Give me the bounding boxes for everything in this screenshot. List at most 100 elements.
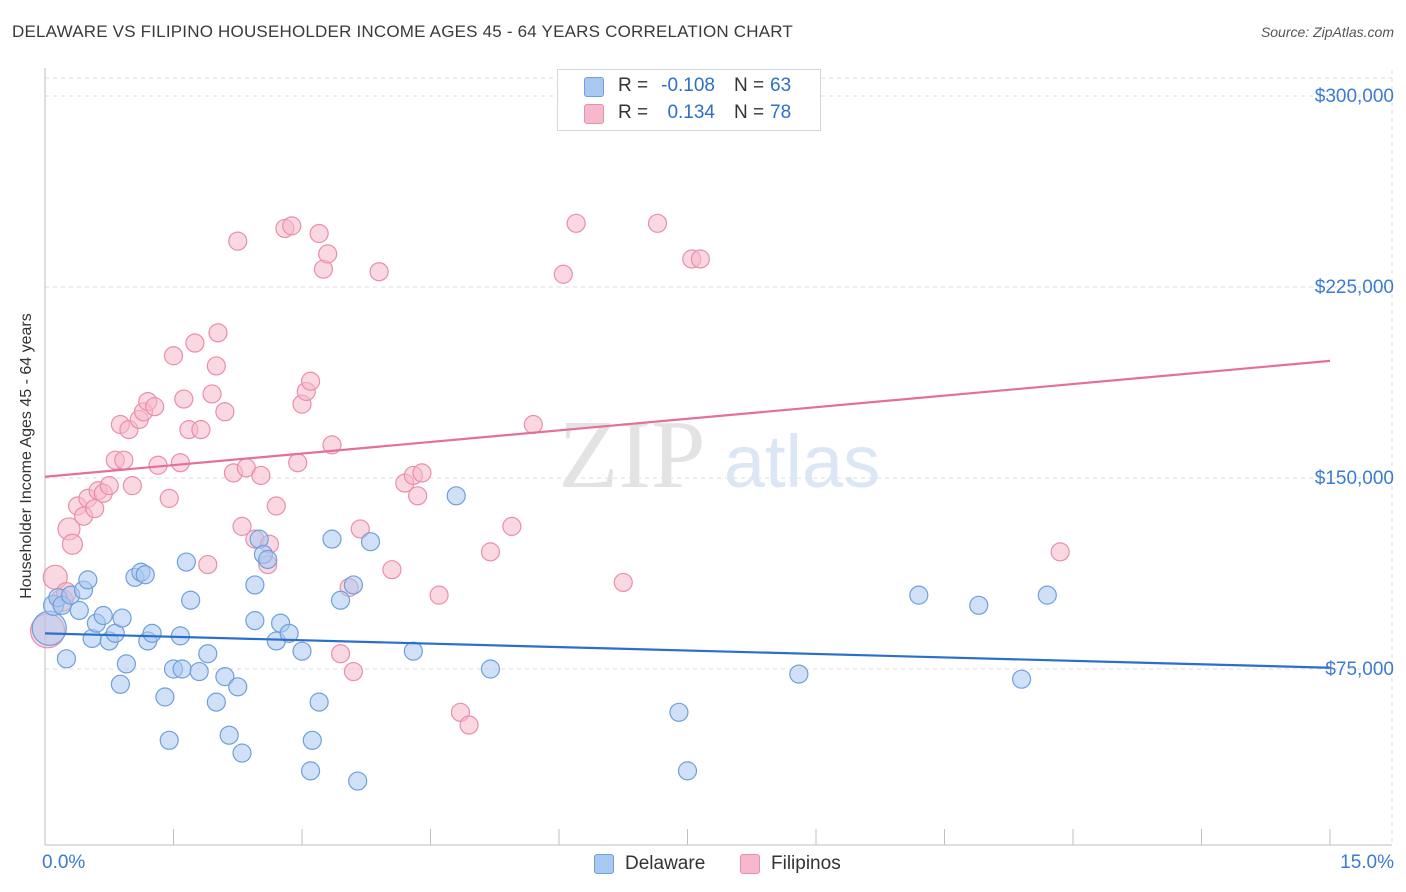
- watermark-atlas: atlas: [724, 420, 880, 503]
- chart-source: Source: ZipAtlas.com: [1260, 24, 1394, 40]
- filipino-point: [202, 384, 222, 404]
- delaware-point: [1037, 585, 1057, 605]
- filipino-point: [429, 585, 449, 605]
- filipino-point: [553, 264, 573, 284]
- filipino-point: [412, 463, 432, 483]
- trend-layer: [44, 359, 1331, 669]
- filipino-point: [122, 476, 142, 496]
- delaware-point: [110, 674, 130, 694]
- filipino-point: [459, 715, 479, 735]
- delaware-point: [279, 623, 299, 643]
- delaware-point: [116, 654, 136, 674]
- delaware-point: [245, 611, 265, 631]
- legend-r-label: R =: [618, 75, 649, 96]
- x-tick-label-max: 15.0%: [1340, 852, 1394, 873]
- filipino-point: [690, 249, 710, 269]
- legend-r-label: R =: [618, 102, 649, 123]
- delaware-point: [215, 667, 235, 687]
- legend-n-label: N =: [734, 75, 765, 96]
- delaware-point: [789, 664, 809, 684]
- legend-swatch-filipinos: [584, 104, 604, 124]
- points-layer: [29, 213, 1070, 791]
- filipino-point: [480, 542, 501, 562]
- delaware-point: [322, 529, 342, 549]
- filipino-point: [61, 533, 84, 555]
- delaware-point: [343, 575, 363, 595]
- bottom-legend-swatch: [740, 854, 760, 874]
- filipino-point: [288, 453, 308, 473]
- filipino-point: [114, 450, 134, 470]
- filipino-point: [566, 213, 586, 233]
- filipino-point: [191, 420, 211, 440]
- delaware-point: [93, 605, 113, 626]
- filipino-point: [523, 414, 543, 435]
- filipino-point: [350, 519, 370, 539]
- filipino-point: [251, 465, 271, 486]
- watermark-zip: ZIP: [559, 401, 706, 509]
- filipino-point: [185, 333, 205, 353]
- y-tick-label: $225,000: [1314, 277, 1394, 298]
- delaware-point: [206, 692, 226, 712]
- filipino-point: [206, 356, 226, 376]
- y-tick-label: $75,000: [1325, 659, 1394, 680]
- delaware-point: [135, 565, 155, 585]
- legend-r-value: 0.134: [667, 102, 715, 123]
- legend-n-value: 63: [770, 75, 792, 96]
- filipino-point: [382, 560, 402, 580]
- delaware-point: [219, 725, 239, 745]
- x-tick-label-min: 0.0%: [42, 852, 86, 873]
- delaware-point: [112, 608, 132, 628]
- delaware-point: [78, 570, 98, 590]
- delaware-point: [142, 623, 162, 643]
- delaware-point: [909, 585, 929, 605]
- delaware-point: [56, 649, 77, 669]
- filipino-point: [198, 554, 218, 575]
- filipino-point: [163, 346, 184, 366]
- bottom-legend-label: Delaware: [625, 853, 706, 874]
- bottom-legend-label: Filipinos: [771, 853, 841, 874]
- bottom-legend-swatch: [594, 854, 614, 874]
- filipino-point: [300, 371, 321, 391]
- filipino-point: [145, 397, 165, 417]
- filipino-point: [613, 572, 633, 593]
- y-axis-label: Householder Income Ages 45 - 64 years: [18, 313, 35, 599]
- filipino-point: [159, 488, 179, 508]
- delaware-point: [172, 659, 192, 679]
- delaware-trend-line: [44, 632, 1331, 669]
- delaware-point: [69, 600, 89, 621]
- delaware-point: [189, 661, 209, 682]
- delaware-point: [446, 486, 466, 506]
- filipino-point: [369, 262, 389, 282]
- delaware-point: [348, 771, 368, 791]
- delaware-point: [1011, 669, 1032, 689]
- delaware-point: [330, 590, 351, 610]
- delaware-point: [300, 761, 321, 781]
- axis-layer: [44, 68, 1392, 846]
- filipino-point: [502, 516, 522, 536]
- filipino-point: [309, 223, 329, 244]
- delaware-point: [403, 641, 423, 661]
- legend-n-value: 78: [770, 102, 792, 123]
- y-tick-label: $150,000: [1314, 468, 1394, 489]
- filipino-point: [99, 476, 119, 496]
- y-tick-label: $300,000: [1314, 86, 1394, 107]
- filipino-point: [408, 486, 428, 506]
- filipino-point: [174, 389, 194, 409]
- delaware-point: [181, 590, 201, 610]
- filipino-point: [1050, 542, 1070, 562]
- filipino-point: [330, 644, 351, 664]
- delaware-point: [309, 692, 329, 712]
- filipino-point: [266, 496, 286, 516]
- filipino-point: [647, 213, 668, 233]
- filipino-point: [170, 453, 190, 473]
- filipino-point: [208, 323, 228, 343]
- correlation-legend: R = -0.108 N = 63 R = 0.134 N = 78: [557, 69, 821, 131]
- delaware-point: [155, 687, 175, 707]
- delaware-point: [245, 575, 265, 595]
- filipino-point: [228, 231, 248, 251]
- delaware-point: [360, 532, 381, 552]
- filipino-point: [318, 244, 338, 264]
- filipino-trend-line: [44, 359, 1331, 478]
- delaware-point: [31, 610, 67, 646]
